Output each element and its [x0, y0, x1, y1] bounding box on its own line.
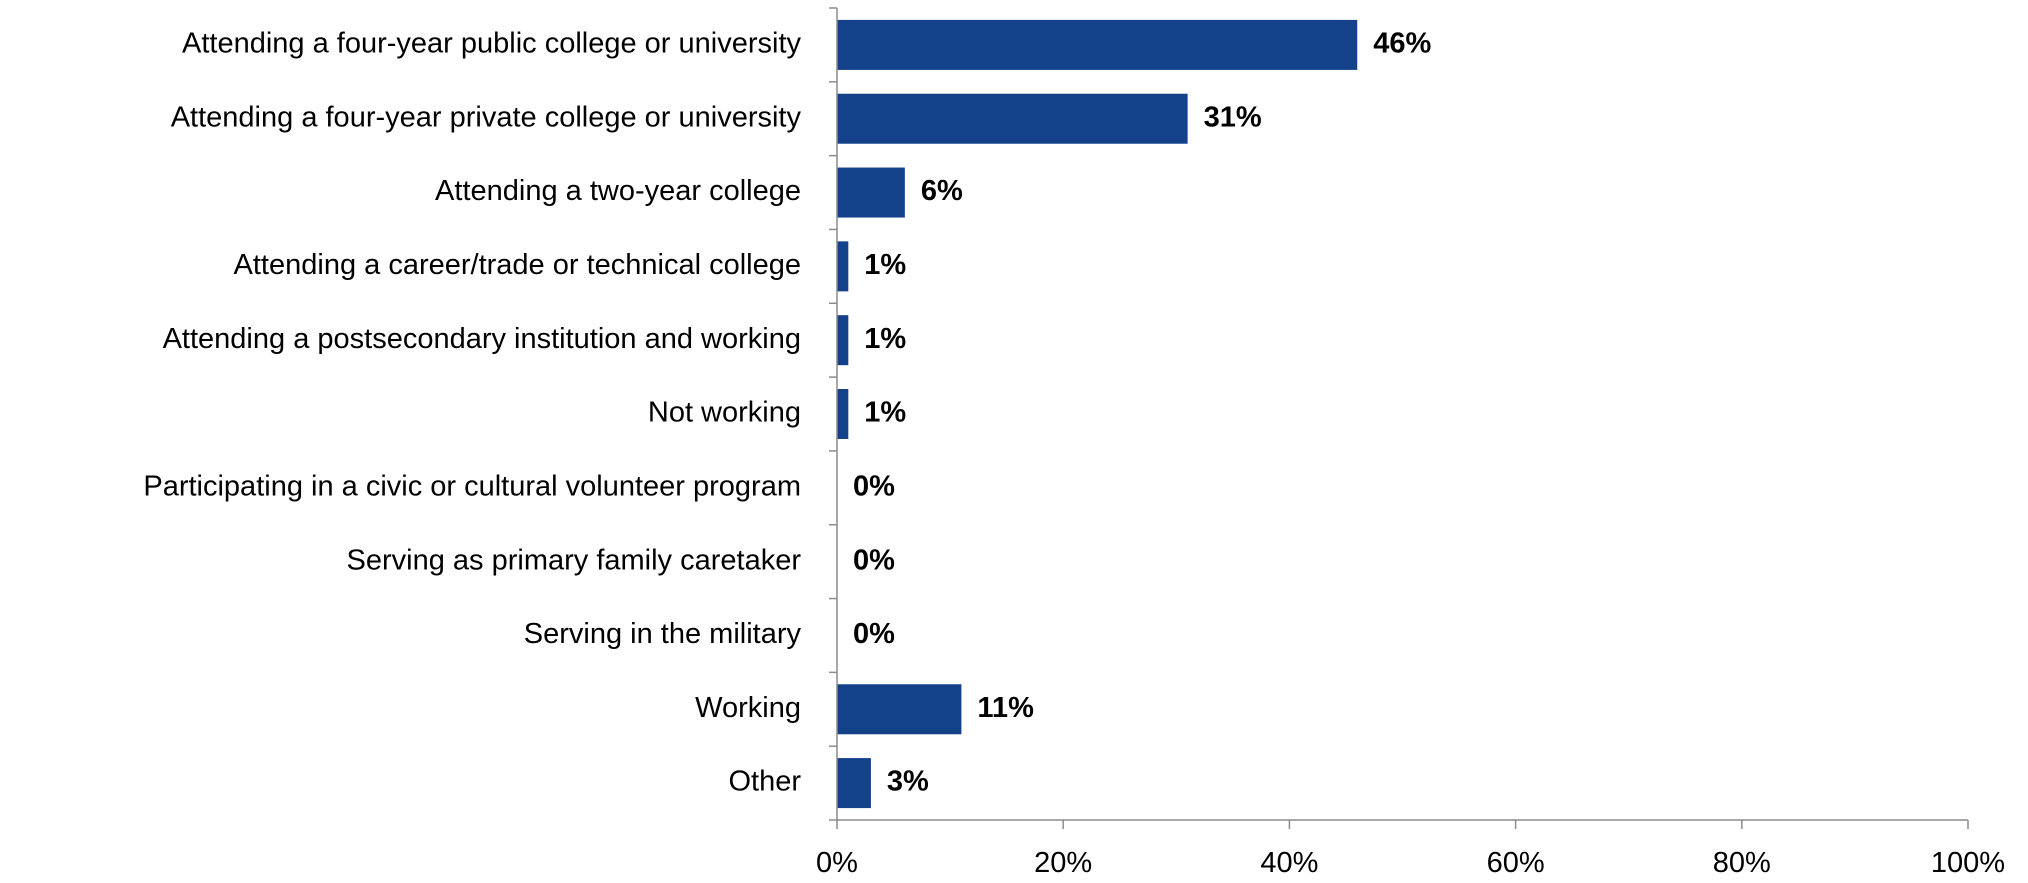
bar-2 — [837, 167, 905, 218]
data-label: 0% — [853, 618, 895, 650]
category-label: Other — [728, 766, 801, 798]
data-label: 1% — [864, 397, 906, 429]
x-tick-label: 60% — [1487, 847, 1545, 879]
category-label: Serving in the military — [524, 618, 802, 650]
category-label: Attending a two-year college — [435, 175, 801, 207]
bar-4 — [837, 315, 849, 366]
bar-10 — [837, 758, 871, 809]
x-tick-label: 40% — [1260, 847, 1318, 879]
category-label: Serving as primary family caretaker — [347, 544, 802, 576]
data-label: 1% — [864, 323, 906, 355]
bar-9 — [837, 684, 962, 735]
data-label: 0% — [853, 544, 895, 576]
category-label: Participating in a civic or cultural vol… — [143, 470, 801, 502]
data-label: 0% — [853, 470, 895, 502]
bar-1 — [837, 93, 1188, 144]
data-label: 31% — [1204, 101, 1262, 133]
data-label: 1% — [864, 249, 906, 281]
category-label: Attending a four-year private college or… — [171, 101, 802, 133]
data-label: 11% — [977, 692, 1034, 724]
bar-5 — [837, 389, 849, 439]
bar-3 — [837, 241, 849, 292]
x-tick-label: 80% — [1713, 847, 1771, 879]
data-label: 6% — [921, 175, 963, 207]
category-label: Attending a career/trade or technical co… — [234, 249, 801, 281]
bar-0 — [837, 19, 1358, 70]
x-tick-label: 0% — [816, 847, 858, 879]
x-tick-label: 100% — [1931, 847, 2005, 879]
category-label: Working — [695, 692, 801, 724]
data-label: 46% — [1373, 28, 1431, 60]
category-label: Not working — [648, 397, 801, 429]
data-label: 3% — [887, 766, 929, 798]
category-label: Attending a four-year public college or … — [182, 28, 801, 60]
x-tick-label: 20% — [1034, 847, 1092, 879]
category-label: Attending a postsecondary institution an… — [163, 323, 801, 355]
